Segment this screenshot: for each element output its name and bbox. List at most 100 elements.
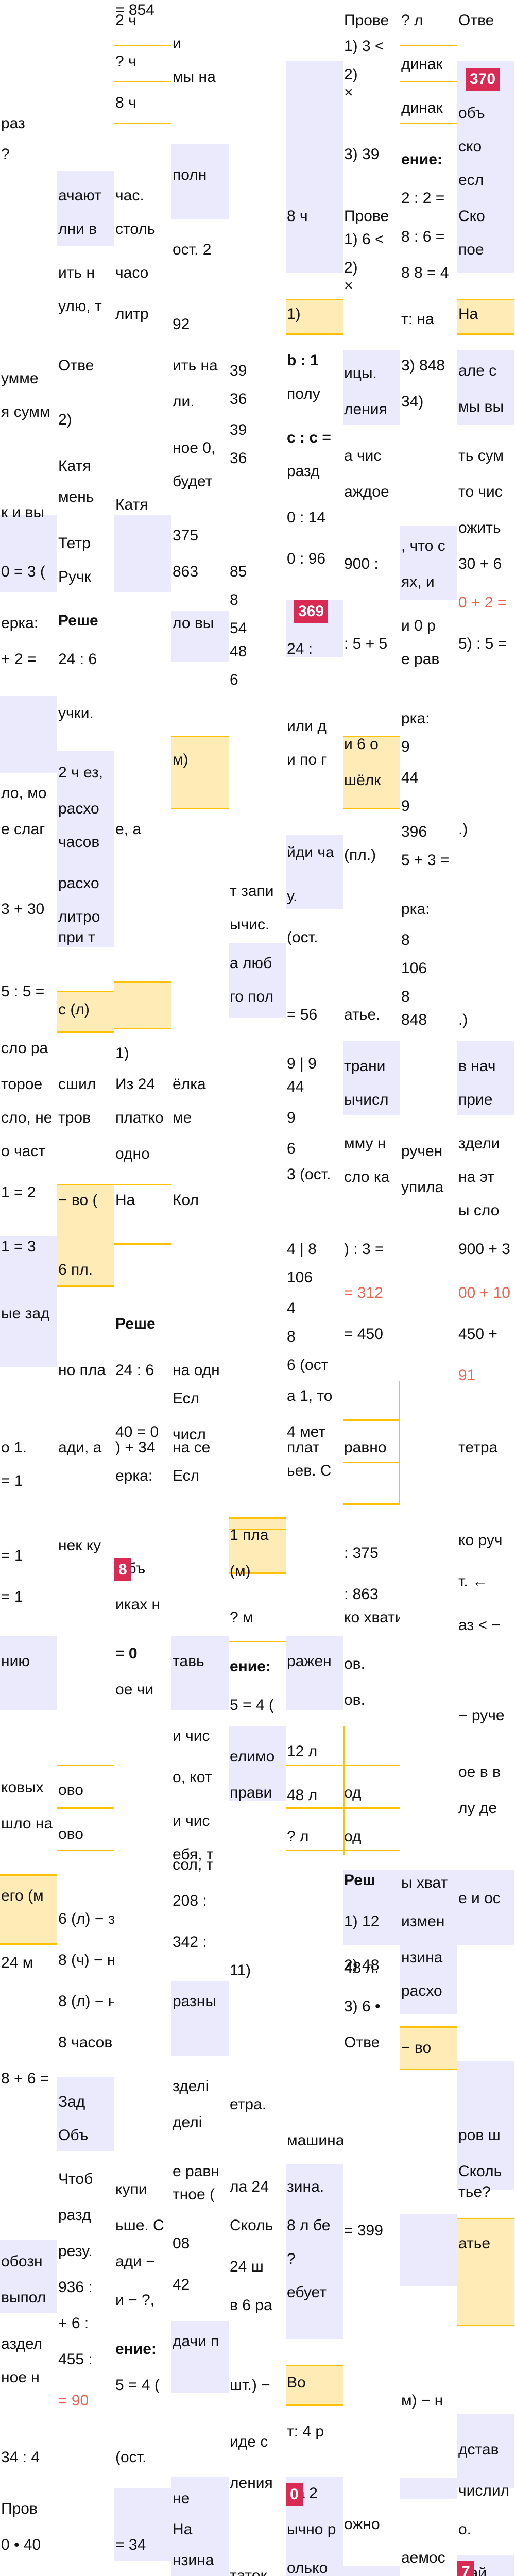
text-fragment: тное (	[173, 2186, 215, 2203]
text-fragment: будет	[173, 473, 213, 490]
text-fragment: 106	[401, 960, 427, 977]
text-fragment: 8 часов, 48	[58, 2034, 114, 2051]
text-fragment: ли.	[173, 393, 195, 410]
text-fragment: од	[344, 1828, 362, 1845]
mosaic-column-1: раз? умме я сумм к и вы 0 = 3 (ерка: + 2 = ло,…	[0, 0, 57, 2576]
text-fragment: 44	[287, 1078, 304, 1095]
text-fragment: ади −	[115, 2253, 155, 2270]
text-fragment: ско	[458, 138, 482, 155]
text-fragment: Сколь	[230, 2217, 273, 2234]
highlight-box	[0, 1636, 57, 1710]
text-fragment: Есл	[173, 1390, 200, 1407]
highlight-box	[343, 2566, 400, 2576]
text-fragment: с (л)	[58, 1001, 90, 1018]
highlight-box	[0, 696, 57, 773]
text-fragment: и − ?,	[115, 2292, 154, 2309]
text-fragment: 8	[401, 988, 410, 1005]
text-fragment: 1) 3 <	[344, 38, 384, 55]
text-fragment: не	[173, 2490, 190, 2507]
text-fragment: го пол	[230, 988, 274, 1005]
text-fragment: 0 : 96	[287, 550, 326, 567]
text-fragment: Пров	[1, 2500, 38, 2517]
text-fragment: ов.	[344, 1691, 365, 1708]
text-fragment: 8	[401, 931, 410, 948]
text-fragment: На	[458, 306, 478, 323]
text-fragment: на се	[173, 1439, 211, 1456]
text-fragment: а 1, то	[287, 1387, 333, 1404]
text-fragment: 9 | 9	[287, 1055, 317, 1072]
text-fragment: ы сло	[458, 1202, 500, 1219]
text-fragment: 30 + 6	[458, 555, 502, 572]
text-fragment: рка:	[401, 710, 430, 727]
text-fragment: 1) 6 <	[344, 231, 384, 248]
text-fragment: 5) : 5 =	[458, 635, 507, 652]
text-fragment: 3 + 30	[1, 901, 45, 918]
table-rule	[400, 123, 457, 124]
mosaic-column-5: 39 36 39 36 85 8 54 48 6 т запи ычис. а люб го пол 1 …	[229, 0, 286, 2576]
text-fragment: = 34	[115, 2536, 146, 2553]
text-fragment: 91	[458, 1367, 476, 1384]
text-fragment: мы на	[173, 69, 216, 86]
text-fragment: 5 + 3 =	[401, 852, 450, 869]
text-fragment: аждое	[344, 483, 389, 500]
text-fragment: в 6 ра	[230, 2297, 272, 2314]
text-fragment: 106	[287, 1269, 313, 1286]
text-fragment: 36	[230, 391, 247, 408]
text-fragment: ) + 34	[115, 1439, 156, 1456]
text-fragment: ?	[1, 146, 10, 163]
text-fragment: тетра	[458, 1439, 498, 1456]
text-fragment: Реш	[344, 1872, 375, 1889]
text-fragment: олько	[287, 2560, 328, 2576]
text-fragment: 6 (л) − за 1	[58, 1910, 114, 1927]
table-header-cell	[229, 1517, 286, 1574]
text-fragment: ычно р	[287, 2521, 336, 2538]
text-fragment: о част	[1, 1143, 46, 1160]
text-fragment: 5 = 4 (	[230, 1697, 274, 1714]
text-fragment: = 1	[1, 1588, 23, 1605]
text-fragment: од	[344, 1784, 362, 1801]
text-fragment: 9	[287, 1109, 296, 1126]
text-fragment: 8 : 6 =	[401, 228, 445, 245]
highlight-box	[400, 1870, 457, 2014]
text-fragment: Катя	[115, 496, 148, 513]
text-fragment: 40 = 0	[115, 1423, 159, 1440]
text-fragment: полн	[173, 166, 207, 183]
table-rule	[57, 1765, 114, 1766]
text-fragment: равно	[344, 1439, 387, 1456]
text-fragment: 4 мет	[287, 1423, 326, 1440]
highlight-box	[286, 1636, 343, 1710]
text-fragment: ьше. С	[115, 2217, 164, 2234]
table-header-cell	[286, 2365, 343, 2406]
text-fragment: 24 : 6	[58, 651, 97, 668]
highlight-box	[457, 2061, 514, 2190]
table-header-cell	[400, 2026, 457, 2070]
text-fragment: 2 ч	[115, 12, 136, 29]
text-fragment: ычис.	[230, 916, 270, 933]
text-fragment: зделі	[173, 2078, 209, 2095]
text-fragment: а люб	[230, 955, 272, 972]
text-fragment: но пла	[58, 1362, 106, 1379]
text-fragment: 342 :	[173, 1934, 207, 1951]
highlight-box	[171, 2321, 229, 2393]
text-fragment: расхо	[401, 1982, 442, 1999]
text-fragment: числ	[173, 1426, 206, 1443]
text-fragment: тье?	[458, 2183, 491, 2200]
table-header-cell	[114, 981, 171, 1029]
text-fragment: учки.	[58, 705, 94, 722]
text-fragment: ы хват	[401, 1874, 448, 1891]
text-fragment: объ	[458, 105, 485, 122]
text-fragment: ычисл	[344, 1091, 389, 1108]
text-fragment: упила	[401, 1179, 444, 1196]
text-fragment: ко хватит 4	[344, 1609, 400, 1626]
text-fragment: 48	[230, 643, 247, 660]
text-fragment: ение:	[230, 1658, 271, 1675]
text-fragment: = 399	[344, 2222, 383, 2239]
text-fragment: 44	[401, 769, 419, 786]
text-fragment: е слаг	[1, 821, 45, 838]
text-fragment: т. ←	[458, 1573, 488, 1590]
text-fragment: ади, а	[58, 1439, 102, 1456]
text-fragment: и 0 р	[401, 617, 436, 634]
text-fragment: 6	[230, 671, 238, 688]
highlight-box	[229, 1726, 286, 1801]
text-fragment: платко	[115, 1109, 164, 1126]
